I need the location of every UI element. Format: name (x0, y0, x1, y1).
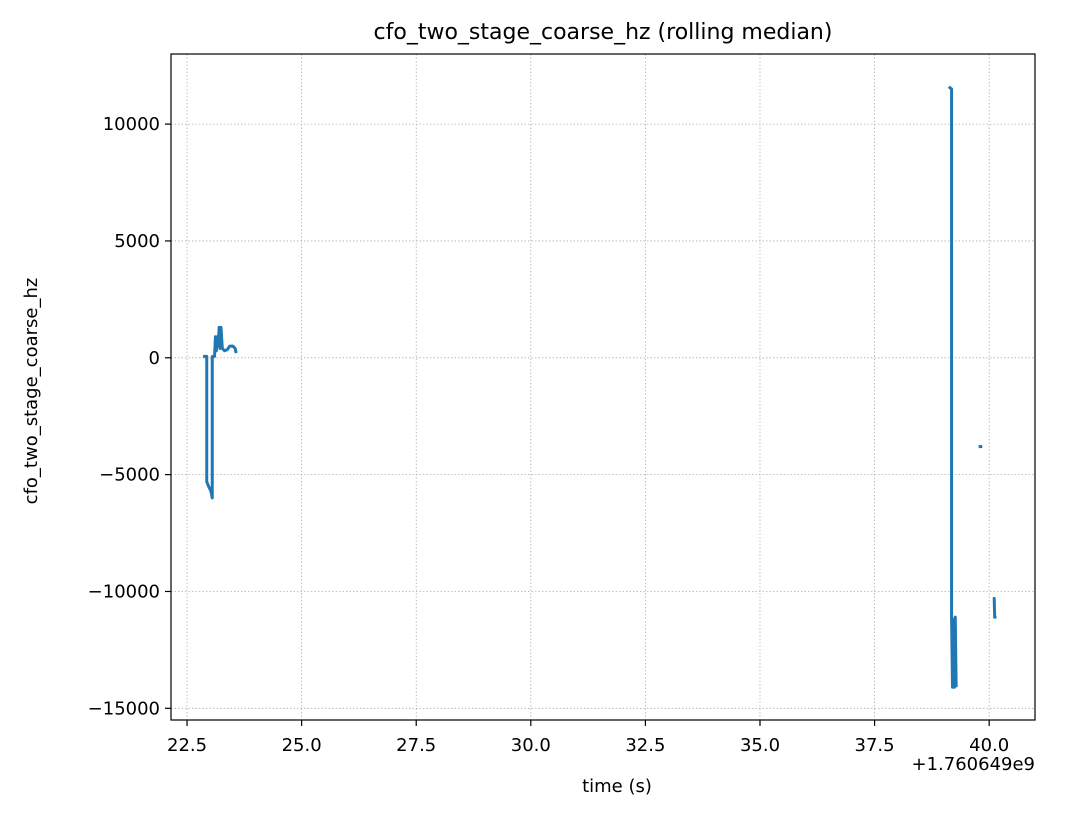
y-tick-label: −5000 (99, 465, 160, 486)
x-tick-label: 22.5 (167, 735, 207, 756)
x-tick-label: 27.5 (396, 735, 436, 756)
x-tick-label: 40.0 (969, 735, 1009, 756)
y-tick-label: 5000 (114, 231, 160, 252)
series-line (203, 85, 997, 689)
ticks: 22.5 25.0 27.5 30.0 32.5 35.0 37.5 40.0 10000 500… (88, 114, 1010, 756)
x-tick-label: 25.0 (282, 735, 322, 756)
x-tick-label: 32.5 (625, 735, 665, 756)
y-tick-label: −15000 (88, 698, 160, 719)
x-axis-title: time (s) (582, 776, 652, 797)
chart-title: cfo_two_stage_coarse_hz (rolling median) (374, 20, 833, 45)
series-segment (947, 85, 958, 689)
x-tick-label: 35.0 (740, 735, 780, 756)
x-tick-label: 30.0 (511, 735, 551, 756)
plot-frame (170, 53, 1036, 721)
y-tick-label: 0 (149, 348, 160, 369)
y-tick-label: 10000 (103, 114, 160, 135)
grid (171, 54, 1035, 720)
y-tick-label: −10000 (88, 581, 160, 602)
x-axis-offset-label: +1.760649e9 (912, 754, 1036, 775)
series-segment (203, 325, 238, 500)
series-segment (992, 596, 997, 619)
y-axis-title: cfo_two_stage_coarse_hz (21, 278, 42, 505)
x-tick-label: 37.5 (855, 735, 895, 756)
